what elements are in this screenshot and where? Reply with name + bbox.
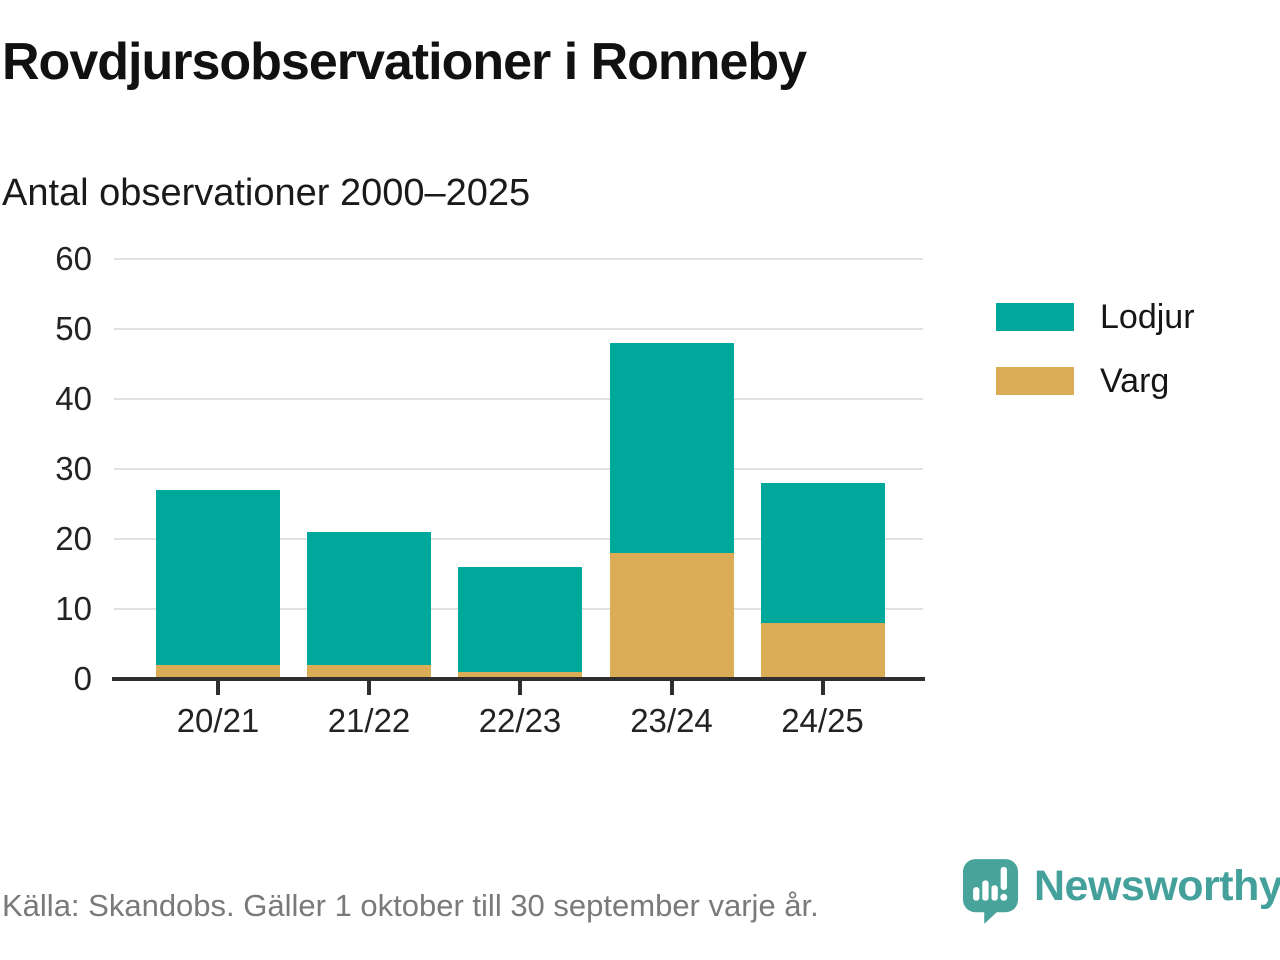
gridline-60 (114, 258, 923, 260)
y-axis-tick-label: 60 (55, 240, 92, 277)
legend-swatch-lodjur (996, 303, 1074, 331)
bar-21/22-varg (307, 665, 431, 679)
y-axis-tick-label: 50 (55, 310, 92, 347)
bar-20/21-varg (156, 665, 280, 679)
legend: Lodjur Varg (996, 300, 1195, 428)
legend-item-lodjur: Lodjur (996, 300, 1195, 334)
x-axis-label: 23/24 (630, 702, 713, 739)
y-axis-tick-label: 0 (73, 660, 92, 697)
source-note: Källa: Skandobs. Gäller 1 oktober till 3… (2, 888, 819, 923)
newsworthy-wordmark: Newsworthy (1034, 862, 1280, 910)
bar-22/23-varg (458, 672, 582, 679)
x-axis-line (112, 677, 925, 681)
y-axis-tick-label: 20 (55, 520, 92, 557)
legend-item-varg: Varg (996, 364, 1195, 398)
x-axis-tick (820, 681, 825, 695)
bar-23/24-lodjur (609, 343, 734, 553)
gridline-40 (114, 398, 923, 400)
bar-21/22-lodjur (307, 532, 431, 665)
bar-22/23-lodjur (458, 567, 582, 672)
bar-24/25-varg (760, 623, 885, 679)
gridline-30 (114, 468, 923, 470)
newsworthy-logo-icon (962, 859, 1019, 924)
chart-title: Rovdjursobservationer i Ronneby (2, 33, 807, 91)
bar-23/24-varg (609, 553, 734, 679)
x-axis-label: 21/22 (327, 702, 411, 739)
x-axis-label: 22/23 (478, 702, 562, 739)
legend-label: Lodjur (1100, 298, 1195, 336)
newsworthy-brand: Newsworthy (962, 858, 1280, 924)
x-axis-label: 24/25 (781, 702, 864, 739)
legend-label: Varg (1100, 362, 1170, 400)
x-axis-tick (518, 681, 522, 695)
chart-subtitle: Antal observationer 2000–2025 (2, 172, 531, 214)
y-axis-tick-label: 30 (55, 450, 92, 487)
x-axis-tick (669, 681, 674, 695)
x-axis-tick (216, 681, 220, 695)
bar-20/21-lodjur (156, 490, 280, 665)
bar-24/25-lodjur (760, 483, 885, 623)
y-axis-tick-label: 40 (55, 380, 92, 417)
legend-swatch-varg (996, 367, 1074, 395)
gridline-50 (114, 328, 923, 330)
y-axis-tick-label: 10 (55, 590, 92, 627)
x-axis-tick (367, 681, 371, 695)
x-axis-label: 20/21 (176, 702, 260, 739)
gridline-20 (114, 538, 923, 540)
